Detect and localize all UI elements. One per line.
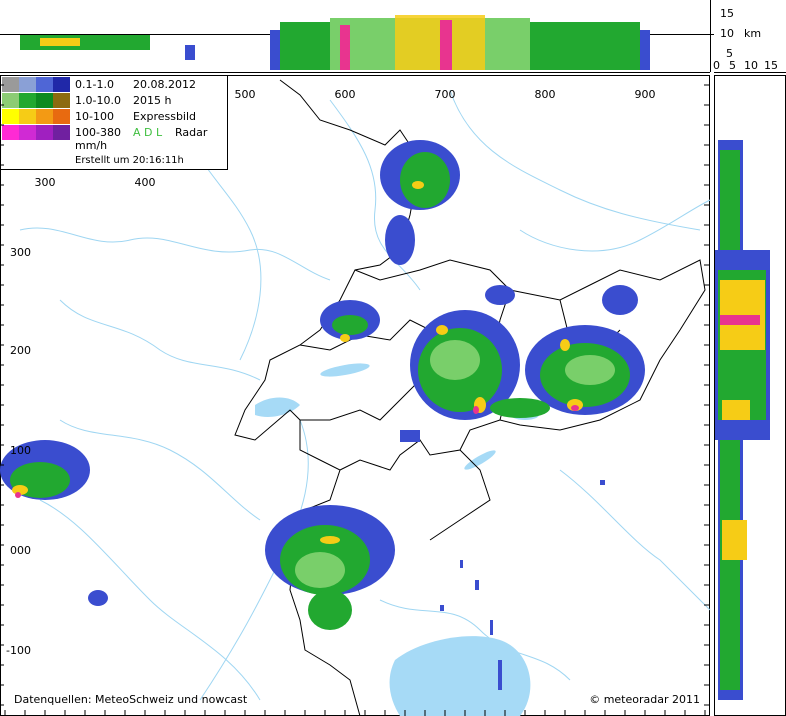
footer-copyright: © meteoradar 2011: [589, 693, 700, 706]
x-coordinate: 600: [335, 88, 356, 101]
width-tick: 10: [744, 59, 758, 72]
height-tick: 15: [720, 7, 734, 20]
side-profile: [715, 140, 770, 700]
y-coordinate: -100: [6, 644, 31, 657]
y-coordinate: 300: [10, 246, 31, 259]
y-coordinate: 200: [10, 344, 31, 357]
y-coordinate: 100: [10, 444, 31, 457]
width-tick: 5: [729, 59, 736, 72]
legend-range: 0.1-1.0: [75, 78, 114, 91]
top-profile: [20, 15, 650, 70]
x-coordinate: 400: [135, 176, 156, 189]
legend-info: Expressbild: [133, 110, 196, 123]
legend-info: 20.08.2012: [133, 78, 196, 91]
rivers: [19, 89, 711, 701]
legend-info: 2015 h: [133, 94, 171, 107]
x-coordinate: 300: [35, 176, 56, 189]
width-tick: 15: [764, 59, 778, 72]
y-coordinate: 000: [10, 544, 31, 557]
legend-range: 10-100: [75, 110, 114, 123]
legend-range: 1.0-10.0: [75, 94, 121, 107]
height-tick: 5: [726, 47, 733, 60]
x-coordinate: 700: [435, 88, 456, 101]
x-coordinate: 500: [235, 88, 256, 101]
legend-swatches: [2, 77, 70, 140]
width-tick: 0: [713, 59, 720, 72]
radar-echoes: [0, 140, 645, 690]
legend-info: Radar: [175, 126, 208, 139]
x-coordinate: 900: [635, 88, 656, 101]
legend-accent: A D L: [133, 126, 163, 139]
legend-unit: mm/h: [75, 139, 107, 152]
x-coordinate: 800: [535, 88, 556, 101]
legend-created: Erstellt um 20:16:11h: [75, 155, 184, 166]
footer-source: Datenquellen: MeteoSchweiz und nowcast: [14, 693, 248, 706]
height-tick: 10: [720, 27, 734, 40]
height-unit: km: [744, 27, 761, 40]
legend-range: 100-380: [75, 126, 121, 139]
